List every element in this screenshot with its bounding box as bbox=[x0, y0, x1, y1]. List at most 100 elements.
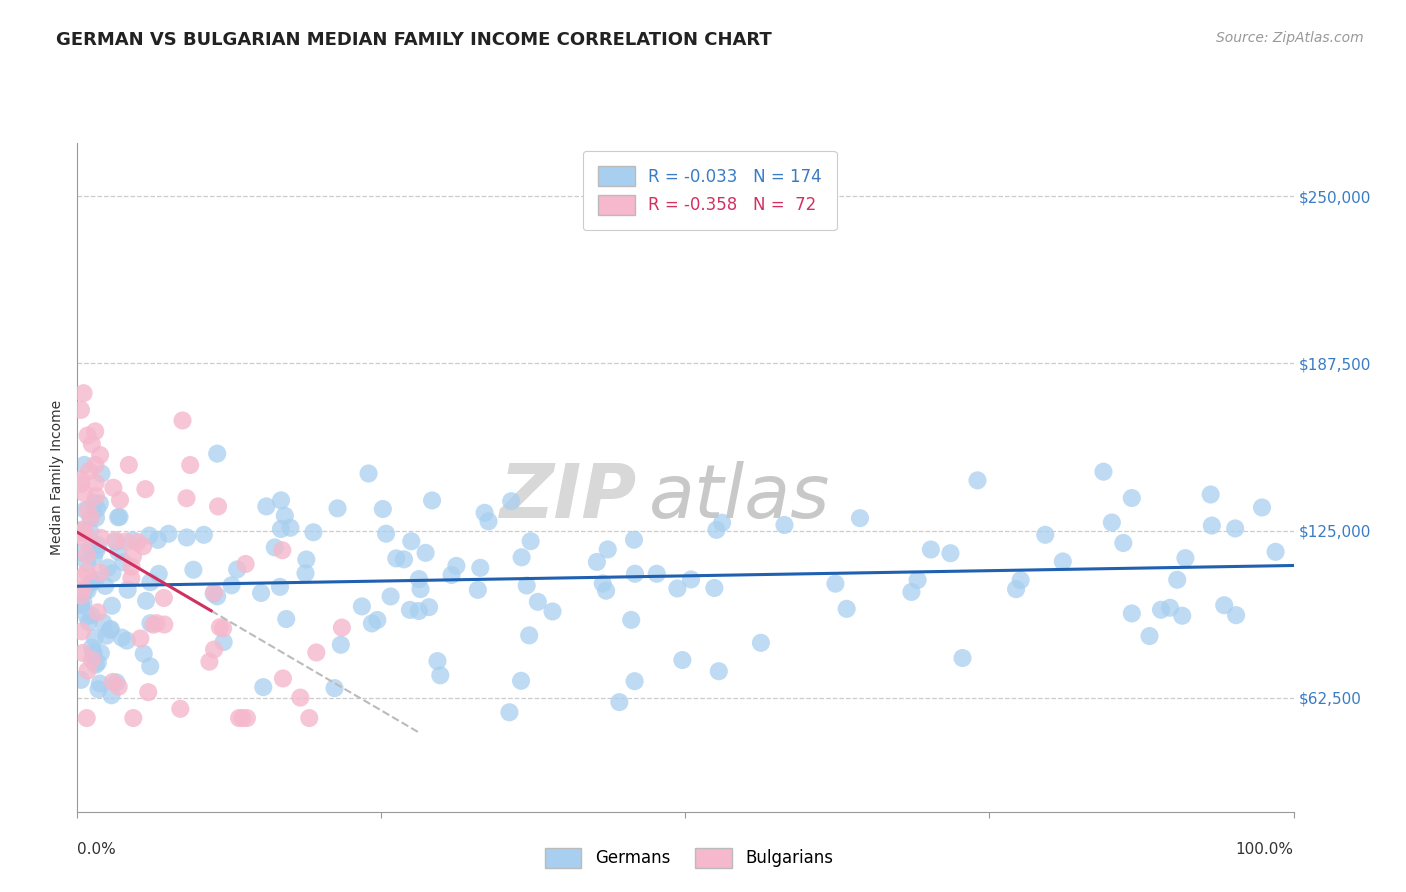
Point bbox=[254, 500, 277, 514]
Legend: Germans, Bulgarians: Germans, Bulgarians bbox=[538, 841, 839, 875]
Point bbox=[1139, 629, 1161, 643]
Point bbox=[900, 585, 922, 599]
Point bbox=[231, 711, 253, 725]
Point bbox=[76, 428, 98, 442]
Point bbox=[609, 695, 631, 709]
Point bbox=[498, 706, 520, 720]
Point bbox=[84, 425, 107, 439]
Point bbox=[70, 477, 93, 491]
Point bbox=[98, 623, 121, 637]
Point bbox=[94, 579, 117, 593]
Point bbox=[70, 545, 93, 559]
Point bbox=[952, 651, 974, 665]
Point bbox=[269, 580, 291, 594]
Point bbox=[1251, 500, 1274, 515]
Point bbox=[375, 526, 398, 541]
Point bbox=[108, 493, 131, 508]
Point bbox=[408, 572, 430, 586]
Point bbox=[271, 672, 294, 686]
Point bbox=[1121, 491, 1143, 505]
Point bbox=[139, 616, 162, 631]
Point bbox=[70, 598, 93, 612]
Point bbox=[83, 645, 105, 659]
Point bbox=[208, 620, 231, 634]
Point bbox=[107, 510, 129, 524]
Point bbox=[202, 585, 225, 599]
Point bbox=[70, 523, 93, 537]
Point bbox=[73, 486, 96, 500]
Point bbox=[82, 575, 104, 590]
Point bbox=[392, 552, 415, 566]
Point bbox=[207, 500, 229, 514]
Point bbox=[136, 685, 159, 699]
Text: ZIP: ZIP bbox=[499, 461, 637, 533]
Point bbox=[169, 702, 191, 716]
Point bbox=[89, 496, 111, 510]
Point bbox=[329, 638, 352, 652]
Point bbox=[1201, 518, 1223, 533]
Point bbox=[824, 576, 846, 591]
Point bbox=[1264, 545, 1286, 559]
Point bbox=[104, 534, 127, 549]
Point bbox=[121, 533, 143, 548]
Point bbox=[226, 562, 249, 576]
Point bbox=[76, 711, 98, 725]
Point bbox=[70, 598, 93, 612]
Point bbox=[115, 633, 138, 648]
Point bbox=[139, 659, 162, 673]
Point bbox=[176, 491, 198, 506]
Legend: R = -0.033   N = 174, R = -0.358   N =  72: R = -0.033 N = 174, R = -0.358 N = 72 bbox=[583, 151, 837, 230]
Point bbox=[89, 448, 111, 462]
Point bbox=[527, 595, 550, 609]
Point bbox=[72, 386, 94, 401]
Point bbox=[470, 561, 492, 575]
Point bbox=[76, 503, 98, 517]
Text: 100.0%: 100.0% bbox=[1236, 842, 1294, 857]
Point bbox=[366, 613, 388, 627]
Point bbox=[305, 645, 328, 659]
Point bbox=[145, 616, 167, 631]
Point bbox=[357, 467, 380, 481]
Text: 0.0%: 0.0% bbox=[77, 842, 117, 857]
Point bbox=[624, 566, 647, 581]
Point bbox=[96, 629, 118, 643]
Point bbox=[681, 573, 703, 587]
Point bbox=[77, 615, 100, 630]
Point bbox=[73, 583, 96, 598]
Point bbox=[426, 654, 449, 668]
Point bbox=[1171, 608, 1194, 623]
Point bbox=[84, 475, 107, 490]
Point bbox=[80, 653, 103, 667]
Point bbox=[153, 591, 176, 605]
Point bbox=[76, 548, 98, 562]
Point bbox=[183, 563, 205, 577]
Point bbox=[298, 711, 321, 725]
Point bbox=[1199, 487, 1222, 501]
Point bbox=[101, 566, 124, 581]
Point bbox=[132, 647, 155, 661]
Point bbox=[83, 648, 105, 662]
Point bbox=[70, 473, 93, 487]
Point bbox=[70, 624, 93, 639]
Point bbox=[270, 493, 292, 508]
Point bbox=[1213, 599, 1236, 613]
Point bbox=[280, 521, 302, 535]
Point bbox=[100, 688, 122, 702]
Point bbox=[477, 514, 499, 528]
Point bbox=[132, 539, 155, 553]
Point bbox=[90, 467, 112, 481]
Point bbox=[80, 540, 103, 554]
Point bbox=[179, 458, 201, 472]
Point bbox=[70, 673, 93, 687]
Point bbox=[107, 545, 129, 559]
Point bbox=[409, 582, 432, 596]
Point bbox=[157, 526, 180, 541]
Point bbox=[212, 621, 235, 635]
Point bbox=[290, 690, 312, 705]
Point bbox=[76, 556, 98, 570]
Point bbox=[108, 509, 131, 524]
Point bbox=[415, 546, 437, 560]
Point bbox=[671, 653, 693, 667]
Point bbox=[849, 511, 872, 525]
Point bbox=[73, 523, 96, 537]
